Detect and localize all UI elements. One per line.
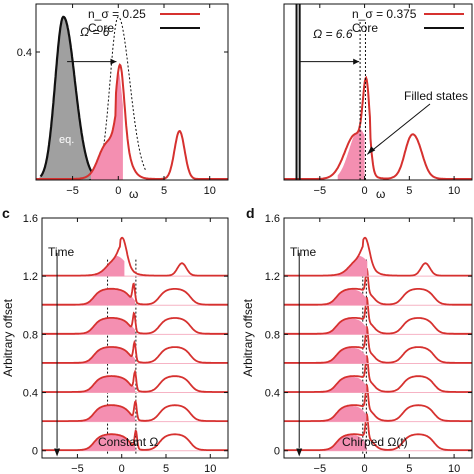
a-frame xyxy=(35,3,229,181)
d-ytick-label: 1.6 xyxy=(265,213,280,225)
d-row-line xyxy=(284,355,472,393)
a-core-fill xyxy=(36,16,100,181)
d-row-line xyxy=(284,236,472,277)
a-legend-2: Core xyxy=(88,21,114,35)
b-excited-line xyxy=(284,75,472,180)
c-row-fill xyxy=(81,434,135,451)
c-ytick-label: 1.6 xyxy=(23,213,38,225)
d-ytick-label: 0.4 xyxy=(265,388,280,400)
panel-label-c: c xyxy=(2,205,10,221)
a-shift-label: Ω = 6 xyxy=(80,25,110,39)
c-ytick-label: 0.8 xyxy=(23,329,38,341)
c-ytick-label: 0 xyxy=(32,446,38,458)
d-xtick-label: −5 xyxy=(314,463,327,474)
panel-label-d: d xyxy=(246,205,255,221)
a-xtick-label: 5 xyxy=(161,185,167,197)
b-legend-1: n_σ = 0.375 xyxy=(352,7,417,21)
a-shift-arrowhead xyxy=(110,58,117,65)
a-excited-line xyxy=(36,63,228,180)
a-legend-1: n_σ = 0.25 xyxy=(88,7,146,21)
d-xtick-label: 10 xyxy=(448,463,460,474)
d-row-fill xyxy=(324,405,367,422)
a-excited-fill xyxy=(90,70,123,180)
b-xtick-label: 5 xyxy=(406,185,412,197)
d-row-fill xyxy=(324,289,367,306)
c-row-fill xyxy=(81,318,135,335)
a-xtick-label: −5 xyxy=(66,185,79,197)
c-row-line xyxy=(42,369,228,393)
d-ytick-label: 0.8 xyxy=(265,329,280,341)
c-time-label: Time xyxy=(48,245,75,259)
b-shift-label: Ω = 6.6 xyxy=(313,27,353,41)
c-ytick-label: 0.4 xyxy=(23,388,38,400)
c-xtick-label: −5 xyxy=(71,463,84,474)
d-row-fill xyxy=(324,435,367,451)
d-row-line xyxy=(284,297,472,335)
d-row-fill xyxy=(324,376,367,393)
d-ylabel: Arbitrary offset xyxy=(241,298,255,376)
c-row-fill xyxy=(81,289,135,306)
c-row-line xyxy=(42,339,228,364)
b-legend-2: Core xyxy=(352,21,378,35)
c-ytick-label: 1.2 xyxy=(23,271,38,283)
c-row-fill xyxy=(81,347,135,364)
b-frame xyxy=(283,3,473,181)
d-ytick-label: 0 xyxy=(274,446,280,458)
d-time-label: Time xyxy=(290,245,317,259)
c-xtick-label: 10 xyxy=(204,463,216,474)
b-xtick-label: −5 xyxy=(314,185,327,197)
d-row-line xyxy=(284,384,472,422)
a-xlabel: ω xyxy=(129,187,138,201)
d-mode-label: Chirped Ω(t) xyxy=(342,435,408,449)
b-callout-arrow xyxy=(366,103,431,155)
c-row-line xyxy=(42,429,228,451)
d-row-fill xyxy=(324,347,367,364)
a-core-line xyxy=(39,15,97,178)
a-xtick-label: 0 xyxy=(115,185,121,197)
a-ytick-label: 0.4 xyxy=(17,47,32,59)
c-row-line xyxy=(42,399,228,422)
c-row-line xyxy=(42,311,228,335)
c-mode-label: Constant Ω xyxy=(98,435,158,449)
c-ylabel: Arbitrary offset xyxy=(1,298,15,376)
c-row-fill xyxy=(81,405,135,422)
d-row-line xyxy=(284,413,472,451)
d-frame xyxy=(283,217,473,459)
c-row-fill xyxy=(81,376,135,393)
c-time-arrowhead xyxy=(54,448,61,457)
d-xtick-label: 5 xyxy=(406,463,412,474)
d-row-line xyxy=(284,326,472,364)
b-xtick-label: 10 xyxy=(448,185,460,197)
a-fill-label: eq. xyxy=(59,134,74,146)
b-shift-arrowhead xyxy=(353,58,360,65)
b-callout-label: Filled states xyxy=(404,89,468,103)
d-time-arrowhead xyxy=(296,448,303,457)
c-xtick-label: 5 xyxy=(163,463,169,474)
c-frame xyxy=(41,217,229,459)
d-ytick-label: 1.2 xyxy=(265,271,280,283)
d-xtick-label: 0 xyxy=(362,463,368,474)
b-excited-fill xyxy=(337,128,365,180)
a-xtick-label: 10 xyxy=(204,185,216,197)
b-callout-arrowhead xyxy=(367,146,376,155)
c-xtick-label: 0 xyxy=(119,463,125,474)
c-row-line xyxy=(42,282,228,306)
c-row-line xyxy=(42,236,228,277)
b-xtick-label: 0 xyxy=(362,185,368,197)
d-row-line xyxy=(284,267,472,306)
d-row-fill xyxy=(324,318,367,335)
b-xlabel: ω xyxy=(376,187,385,201)
